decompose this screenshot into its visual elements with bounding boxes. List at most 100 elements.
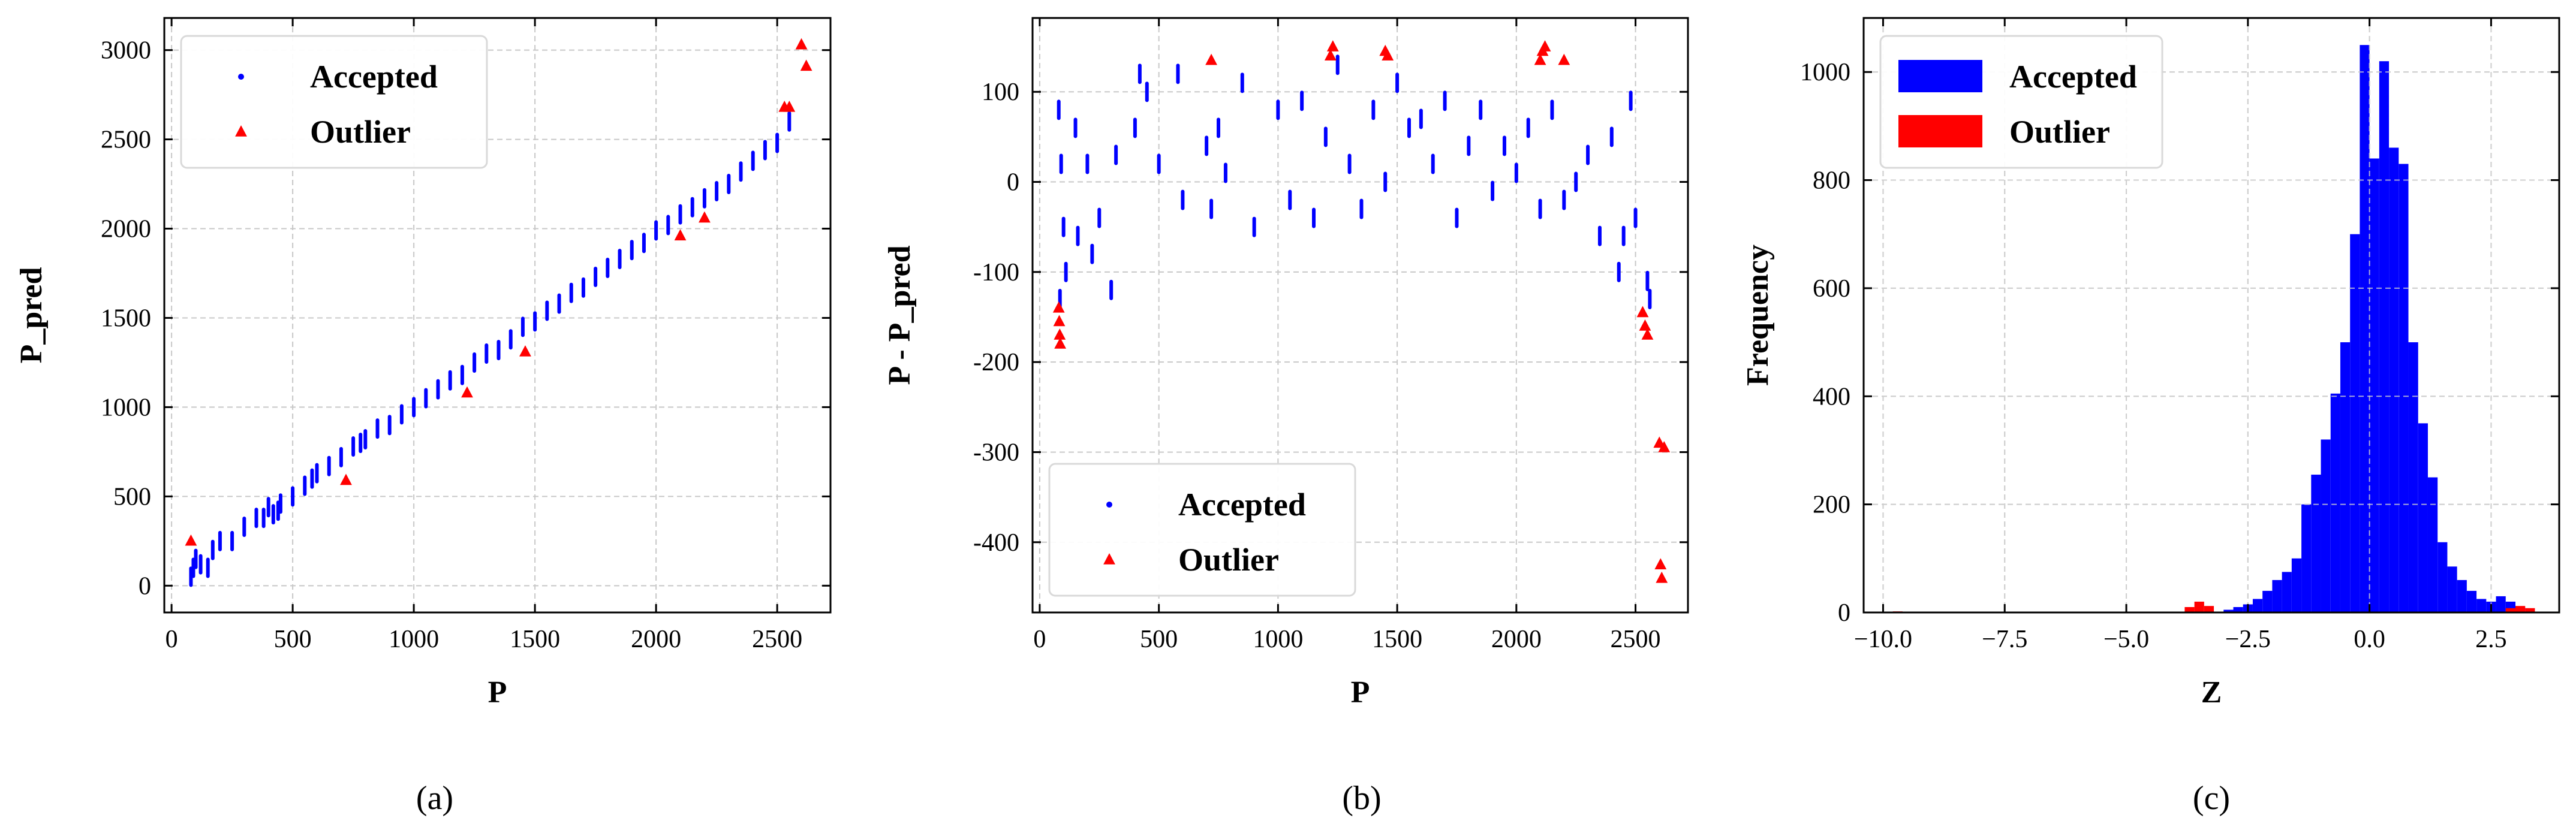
outlier-point	[1641, 328, 1654, 340]
accepted-bar	[2311, 475, 2321, 612]
y-axis-label: P - P_pred	[883, 245, 917, 385]
accepted-bar	[2427, 477, 2438, 612]
y-tick-label: -300	[973, 439, 1019, 466]
y-tick-label: 2000	[101, 216, 151, 243]
legend-outlier-marker	[1103, 553, 1115, 565]
y-axis-label: P_pred	[14, 267, 49, 364]
legend-outlier-swatch	[1898, 115, 1982, 147]
outlier-bar	[2525, 608, 2535, 612]
accepted-bar	[2282, 572, 2292, 612]
x-tick-label: 1500	[1372, 626, 1422, 653]
accepted-bar	[2223, 609, 2234, 612]
accepted-bar	[2350, 234, 2360, 612]
accepted-bar	[2389, 147, 2399, 612]
outlier-point	[699, 211, 711, 223]
legend-entry-label: Outlier	[310, 114, 411, 150]
accepted-bar	[2321, 439, 2331, 612]
accepted-bar	[2272, 580, 2282, 612]
outlier-bar	[2505, 608, 2515, 612]
accepted-bar	[2466, 590, 2477, 612]
outlier-point	[1326, 40, 1339, 52]
accepted-bar	[2291, 558, 2302, 612]
accepted-bar	[2340, 342, 2351, 612]
outlier-point	[1654, 558, 1667, 570]
x-tick-label: 2500	[1611, 626, 1661, 653]
plot-frame	[1862, 17, 2560, 614]
legend: Accepted Outlier	[1879, 35, 2163, 169]
accepted-bar	[2330, 393, 2340, 612]
y-tick-label: 0	[1007, 169, 1019, 197]
legend-entry-label: Accepted	[310, 59, 438, 95]
accepted-bar	[2476, 599, 2487, 612]
accepted-bar	[2457, 580, 2467, 612]
outlier-point	[1658, 440, 1671, 452]
plot-frame	[1031, 17, 1689, 614]
x-tick-label: 2000	[1491, 626, 1542, 653]
x-tick-label: 0	[165, 626, 178, 653]
x-tick-label: −5.0	[2103, 626, 2149, 653]
x-tick-label: 500	[274, 626, 312, 653]
accepted-bar	[2418, 423, 2428, 612]
y-tick-label: -200	[973, 349, 1019, 376]
y-tick-label: -400	[973, 529, 1019, 557]
legend-outlier-marker	[235, 125, 247, 137]
y-tick-label: 1000	[1800, 59, 1850, 86]
outlier-point	[340, 473, 352, 485]
panel-caption: (b)	[1342, 780, 1381, 817]
x-tick-label: 1500	[510, 626, 560, 653]
outlier-point	[1382, 49, 1394, 61]
outlier-point	[1539, 40, 1551, 52]
plot-frame	[163, 17, 832, 614]
outlier-point	[1558, 53, 1570, 65]
accepted-bar	[2233, 606, 2243, 612]
outlier-point	[795, 38, 808, 50]
x-tick-label: 500	[1140, 626, 1178, 653]
accepted-bar	[2437, 542, 2448, 612]
x-tick-label: 0	[1033, 626, 1046, 653]
accepted-bar	[2262, 590, 2273, 612]
legend-entry-label: Outlier	[1178, 542, 1279, 578]
legend-entry-label: Outlier	[2009, 114, 2110, 150]
legend: Accepted Outlier	[1048, 463, 1356, 597]
y-tick-label: 1000	[101, 394, 151, 421]
panel-caption: (c)	[2193, 780, 2230, 817]
outlier-point	[1052, 301, 1065, 313]
x-tick-label: −2.5	[2225, 626, 2271, 653]
y-tick-label: 400	[1813, 383, 1850, 411]
accepted-bar	[2496, 596, 2506, 612]
x-tick-label: 1000	[1253, 626, 1303, 653]
outlier-point	[1054, 337, 1067, 349]
outlier-point	[783, 100, 796, 112]
y-tick-label: 500	[113, 483, 151, 511]
y-tick-label: 200	[1813, 491, 1850, 519]
accepted-bar	[2399, 164, 2409, 612]
y-tick-label: -100	[973, 259, 1019, 286]
legend: Accepted Outlier	[180, 35, 488, 169]
accepted-bar	[2301, 504, 2312, 612]
x-axis-label: Z	[2201, 675, 2222, 710]
outlier-bar	[2515, 606, 2526, 612]
x-axis-label: P	[1351, 675, 1370, 710]
legend-entry-label: Accepted	[2009, 59, 2137, 95]
outlier-point	[1656, 571, 1668, 583]
accepted-bar	[2408, 342, 2418, 612]
y-tick-label: 0	[139, 572, 151, 600]
x-tick-label: 1000	[389, 626, 439, 653]
accepted-bar	[2447, 566, 2457, 612]
x-tick-label: 0.0	[2354, 626, 2385, 653]
panel-c: −10.0 −7.5 −5.0 −2.5 0.0 2.5 0 200 400 600 800 1000…	[1741, 17, 2560, 817]
accepted-bar	[2252, 599, 2263, 612]
y-tick-label: 2500	[101, 126, 151, 154]
legend-entry-label: Accepted	[1178, 487, 1306, 523]
y-tick-label: 100	[982, 79, 1019, 106]
accepted-bar	[2369, 158, 2379, 612]
outlier-point	[1053, 315, 1066, 327]
x-tick-label: 2000	[631, 626, 681, 653]
accepted-bar	[2360, 45, 2370, 612]
outlier-point	[800, 59, 812, 71]
outlier-point	[1324, 49, 1337, 61]
panel-b: 0 500 1000 1500 2000 2500 -400 -300 -200 -100 0 100…	[883, 17, 1689, 817]
y-tick-label: 0	[1838, 599, 1850, 627]
outlier-point	[519, 345, 531, 357]
